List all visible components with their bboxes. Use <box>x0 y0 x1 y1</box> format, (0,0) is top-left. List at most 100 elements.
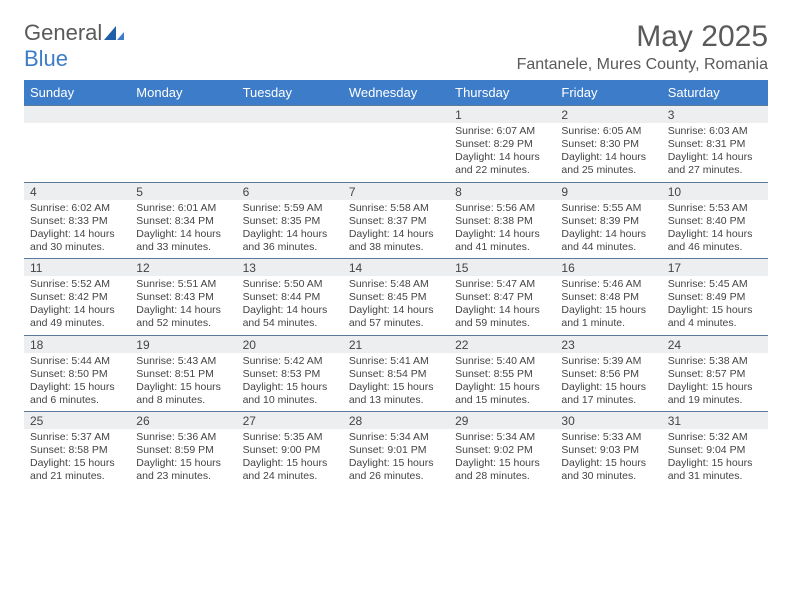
day-details: Sunrise: 5:36 AMSunset: 8:59 PMDaylight:… <box>130 429 236 488</box>
day-number: 29 <box>449 412 555 429</box>
day-details: Sunrise: 5:43 AMSunset: 8:51 PMDaylight:… <box>130 353 236 412</box>
day-details <box>24 123 130 179</box>
day-number: 19 <box>130 336 236 353</box>
day-cell: 23Sunrise: 5:39 AMSunset: 8:56 PMDayligh… <box>555 335 661 412</box>
day-number: 20 <box>237 336 343 353</box>
col-friday: Friday <box>555 80 661 106</box>
day-number: 8 <box>449 183 555 200</box>
sunrise-text: Sunrise: 5:47 AM <box>455 278 549 291</box>
col-saturday: Saturday <box>662 80 768 106</box>
day-number: 11 <box>24 259 130 276</box>
day-cell <box>130 106 236 183</box>
day-cell: 15Sunrise: 5:47 AMSunset: 8:47 PMDayligh… <box>449 259 555 336</box>
sunset-text: Sunset: 8:30 PM <box>561 138 655 151</box>
day-number: 24 <box>662 336 768 353</box>
daylight-text: Daylight: 14 hours and 49 minutes. <box>30 304 124 330</box>
day-cell: 25Sunrise: 5:37 AMSunset: 8:58 PMDayligh… <box>24 412 130 488</box>
day-cell: 10Sunrise: 5:53 AMSunset: 8:40 PMDayligh… <box>662 182 768 259</box>
day-number: 4 <box>24 183 130 200</box>
daylight-text: Daylight: 14 hours and 25 minutes. <box>561 151 655 177</box>
sunrise-text: Sunrise: 6:05 AM <box>561 125 655 138</box>
day-details: Sunrise: 5:39 AMSunset: 8:56 PMDaylight:… <box>555 353 661 412</box>
logo-part1: General <box>24 20 102 45</box>
day-cell: 4Sunrise: 6:02 AMSunset: 8:33 PMDaylight… <box>24 182 130 259</box>
day-details: Sunrise: 5:46 AMSunset: 8:48 PMDaylight:… <box>555 276 661 335</box>
sunrise-text: Sunrise: 5:51 AM <box>136 278 230 291</box>
daylight-text: Daylight: 15 hours and 1 minute. <box>561 304 655 330</box>
col-monday: Monday <box>130 80 236 106</box>
sunrise-text: Sunrise: 5:39 AM <box>561 355 655 368</box>
day-cell: 26Sunrise: 5:36 AMSunset: 8:59 PMDayligh… <box>130 412 236 488</box>
day-number: 27 <box>237 412 343 429</box>
day-number: 30 <box>555 412 661 429</box>
sunset-text: Sunset: 8:33 PM <box>30 215 124 228</box>
sunset-text: Sunset: 8:54 PM <box>349 368 443 381</box>
sunrise-text: Sunrise: 5:33 AM <box>561 431 655 444</box>
daylight-text: Daylight: 15 hours and 21 minutes. <box>30 457 124 483</box>
day-cell: 9Sunrise: 5:55 AMSunset: 8:39 PMDaylight… <box>555 182 661 259</box>
day-details: Sunrise: 6:01 AMSunset: 8:34 PMDaylight:… <box>130 200 236 259</box>
sunset-text: Sunset: 8:44 PM <box>243 291 337 304</box>
week-row: 4Sunrise: 6:02 AMSunset: 8:33 PMDaylight… <box>24 182 768 259</box>
day-number: 6 <box>237 183 343 200</box>
day-details <box>130 123 236 179</box>
day-details: Sunrise: 5:59 AMSunset: 8:35 PMDaylight:… <box>237 200 343 259</box>
sunset-text: Sunset: 8:48 PM <box>561 291 655 304</box>
sunset-text: Sunset: 9:01 PM <box>349 444 443 457</box>
header: General Blue May 2025 Fantanele, Mures C… <box>24 20 768 74</box>
daylight-text: Daylight: 15 hours and 4 minutes. <box>668 304 762 330</box>
day-cell: 24Sunrise: 5:38 AMSunset: 8:57 PMDayligh… <box>662 335 768 412</box>
day-details <box>343 123 449 179</box>
col-tuesday: Tuesday <box>237 80 343 106</box>
sunrise-text: Sunrise: 5:48 AM <box>349 278 443 291</box>
sunrise-text: Sunrise: 5:32 AM <box>668 431 762 444</box>
day-number: 17 <box>662 259 768 276</box>
sunset-text: Sunset: 8:43 PM <box>136 291 230 304</box>
daylight-text: Daylight: 14 hours and 33 minutes. <box>136 228 230 254</box>
day-number: 26 <box>130 412 236 429</box>
title-block: May 2025 Fantanele, Mures County, Romani… <box>517 20 768 74</box>
day-details <box>237 123 343 179</box>
day-number: 3 <box>662 106 768 123</box>
logo: General Blue <box>24 20 124 72</box>
day-details: Sunrise: 6:02 AMSunset: 8:33 PMDaylight:… <box>24 200 130 259</box>
day-cell <box>24 106 130 183</box>
col-thursday: Thursday <box>449 80 555 106</box>
day-number: 18 <box>24 336 130 353</box>
sunset-text: Sunset: 8:57 PM <box>668 368 762 381</box>
logo-part2: Blue <box>24 46 68 71</box>
day-details: Sunrise: 5:35 AMSunset: 9:00 PMDaylight:… <box>237 429 343 488</box>
day-number: 31 <box>662 412 768 429</box>
day-details: Sunrise: 6:03 AMSunset: 8:31 PMDaylight:… <box>662 123 768 182</box>
sunset-text: Sunset: 8:58 PM <box>30 444 124 457</box>
col-sunday: Sunday <box>24 80 130 106</box>
day-cell: 11Sunrise: 5:52 AMSunset: 8:42 PMDayligh… <box>24 259 130 336</box>
day-cell: 8Sunrise: 5:56 AMSunset: 8:38 PMDaylight… <box>449 182 555 259</box>
day-number: 10 <box>662 183 768 200</box>
daylight-text: Daylight: 15 hours and 8 minutes. <box>136 381 230 407</box>
day-number: 22 <box>449 336 555 353</box>
day-cell: 27Sunrise: 5:35 AMSunset: 9:00 PMDayligh… <box>237 412 343 488</box>
daylight-text: Daylight: 14 hours and 59 minutes. <box>455 304 549 330</box>
day-number: 25 <box>24 412 130 429</box>
day-cell: 21Sunrise: 5:41 AMSunset: 8:54 PMDayligh… <box>343 335 449 412</box>
day-number: 23 <box>555 336 661 353</box>
daylight-text: Daylight: 14 hours and 46 minutes. <box>668 228 762 254</box>
sunrise-text: Sunrise: 6:07 AM <box>455 125 549 138</box>
calendar-page: General Blue May 2025 Fantanele, Mures C… <box>0 0 792 508</box>
sunrise-text: Sunrise: 5:58 AM <box>349 202 443 215</box>
sunrise-text: Sunrise: 5:46 AM <box>561 278 655 291</box>
day-number: 5 <box>130 183 236 200</box>
sunset-text: Sunset: 9:02 PM <box>455 444 549 457</box>
day-details: Sunrise: 5:38 AMSunset: 8:57 PMDaylight:… <box>662 353 768 412</box>
day-cell <box>343 106 449 183</box>
day-details: Sunrise: 5:40 AMSunset: 8:55 PMDaylight:… <box>449 353 555 412</box>
daylight-text: Daylight: 15 hours and 19 minutes. <box>668 381 762 407</box>
daylight-text: Daylight: 15 hours and 23 minutes. <box>136 457 230 483</box>
sunset-text: Sunset: 8:34 PM <box>136 215 230 228</box>
sunset-text: Sunset: 8:59 PM <box>136 444 230 457</box>
sunrise-text: Sunrise: 5:35 AM <box>243 431 337 444</box>
day-details: Sunrise: 5:44 AMSunset: 8:50 PMDaylight:… <box>24 353 130 412</box>
sunrise-text: Sunrise: 5:42 AM <box>243 355 337 368</box>
sunset-text: Sunset: 9:04 PM <box>668 444 762 457</box>
